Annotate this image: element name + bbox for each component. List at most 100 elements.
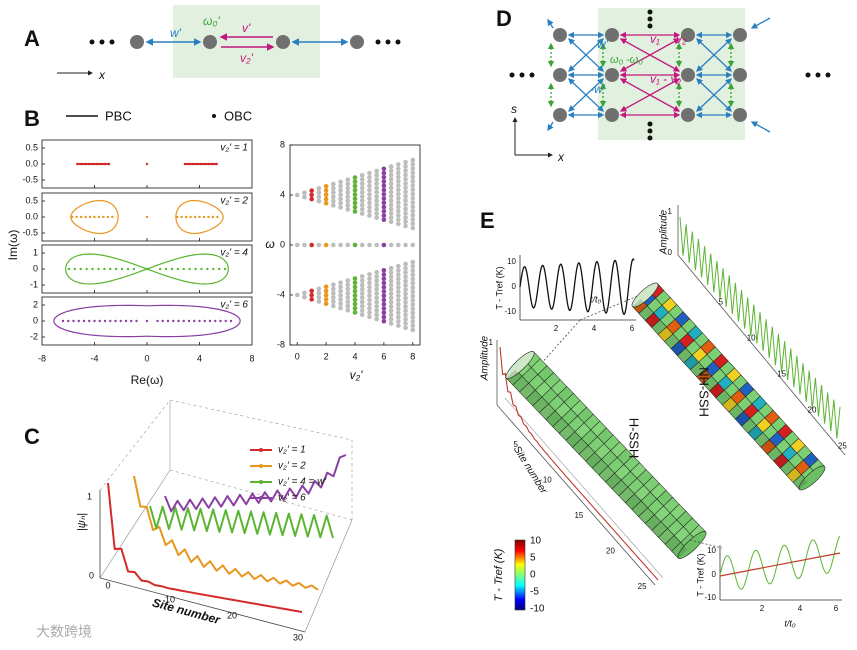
eigen-dot xyxy=(410,208,416,214)
eigen-dot xyxy=(367,170,372,176)
eigen-dot xyxy=(352,175,358,180)
eigen-dot xyxy=(345,291,351,296)
obc-dot xyxy=(172,319,175,323)
eigen-dot xyxy=(388,295,394,301)
y-tick-label: -0.5 xyxy=(22,174,38,184)
eigen-dot xyxy=(331,282,336,287)
obc-dot xyxy=(130,319,133,323)
obc-dot xyxy=(187,162,191,166)
obc-dot xyxy=(67,319,70,323)
site-node xyxy=(553,68,567,82)
eigen-dot xyxy=(410,268,416,273)
eigen-dot xyxy=(367,284,372,290)
eigen-dot xyxy=(302,190,307,196)
eigen-dot xyxy=(403,172,408,178)
eigen-dot xyxy=(410,166,416,171)
temperature-curve xyxy=(719,535,841,590)
eigen-dot xyxy=(396,200,401,205)
chain-label: NH-SSH xyxy=(697,367,712,417)
ellipsis-dot xyxy=(89,39,95,45)
obc-dot xyxy=(103,267,106,271)
site-node xyxy=(605,108,619,122)
obc-dot xyxy=(207,215,210,219)
eigen-dot xyxy=(359,295,365,300)
obc-dot xyxy=(114,267,118,271)
pbc-curve xyxy=(65,253,229,285)
eigen-dot xyxy=(410,217,416,222)
eigen-dot xyxy=(403,242,408,248)
axis-label: T - Tref (K) xyxy=(494,266,504,309)
axis-label: Site number xyxy=(511,444,549,496)
eigen-dot xyxy=(345,278,351,283)
eigen-dot xyxy=(323,192,329,198)
eigen-dot xyxy=(410,293,416,299)
eigen-dot xyxy=(338,280,343,285)
eigen-dot xyxy=(381,170,387,176)
legend-label: v₂' = 2 xyxy=(278,461,306,472)
x-tick-label: 4 xyxy=(592,324,597,333)
eigen-dot xyxy=(323,242,329,248)
eigen-dot xyxy=(374,189,379,195)
eigen-dot xyxy=(374,177,379,182)
eigen-dot xyxy=(388,291,394,296)
x-tick-label: 10 xyxy=(543,475,552,484)
eigen-dot xyxy=(338,205,343,210)
obc-dot xyxy=(93,215,96,219)
eigen-dot xyxy=(316,190,322,195)
eigen-dot xyxy=(396,170,401,176)
x-tick-label: 8 xyxy=(249,353,254,363)
eigen-dot xyxy=(352,187,358,193)
x-tick-label: 30 xyxy=(293,632,303,642)
eigen-dot xyxy=(374,287,379,292)
eigen-dot xyxy=(381,217,387,223)
eigen-dot xyxy=(388,194,394,199)
subplot-label: v₂' = 1 xyxy=(220,143,248,154)
label: v₁ xyxy=(650,32,660,46)
colorbar-tick-label: 10 xyxy=(530,536,542,547)
eigen-dot xyxy=(367,200,372,206)
eigen-dot xyxy=(352,276,358,281)
obc-dot xyxy=(156,319,159,323)
eigen-dot xyxy=(345,185,351,191)
eigen-dot xyxy=(381,191,387,197)
eigen-dot xyxy=(381,289,387,294)
obc-dot xyxy=(199,162,203,166)
obc-dot xyxy=(73,267,77,271)
obc-dot xyxy=(175,215,179,219)
obc-dot xyxy=(207,162,210,166)
label: x xyxy=(557,150,565,164)
y-tick-label: 0.0 xyxy=(25,211,38,221)
eigen-dot xyxy=(410,259,416,265)
eigen-dot xyxy=(352,288,358,294)
colorbar-tick-label: 5 xyxy=(530,553,536,564)
obc-dot xyxy=(95,162,99,166)
obc-dot xyxy=(198,319,201,323)
site-node xyxy=(203,35,217,49)
obc-dot xyxy=(191,162,195,166)
legend-dot xyxy=(259,496,263,500)
eigen-dot xyxy=(374,181,379,186)
eigen-dot xyxy=(359,173,365,178)
eigen-dot xyxy=(403,185,408,190)
coupling-arrow xyxy=(750,17,771,29)
eigen-dot xyxy=(359,190,365,195)
eigen-dot xyxy=(345,303,351,309)
eigen-dot xyxy=(374,198,379,203)
eigen-dot xyxy=(345,181,351,187)
ellipsis-dot xyxy=(395,39,401,45)
eigen-dot xyxy=(294,292,300,298)
site-node xyxy=(681,108,695,122)
eigen-dot xyxy=(388,211,394,216)
eigen-dot xyxy=(331,242,336,248)
y-tick-label: -10 xyxy=(504,307,516,316)
eigen-dot xyxy=(396,297,401,303)
eigen-dot xyxy=(396,319,401,324)
eigen-dot xyxy=(410,183,416,188)
eigen-dot xyxy=(367,272,372,277)
obc-dot xyxy=(203,319,206,323)
eigen-dot xyxy=(352,192,358,197)
eigen-dot xyxy=(403,304,408,309)
eigen-dot xyxy=(410,157,416,163)
eigen-dot xyxy=(381,166,387,172)
eigen-dot xyxy=(403,278,408,284)
